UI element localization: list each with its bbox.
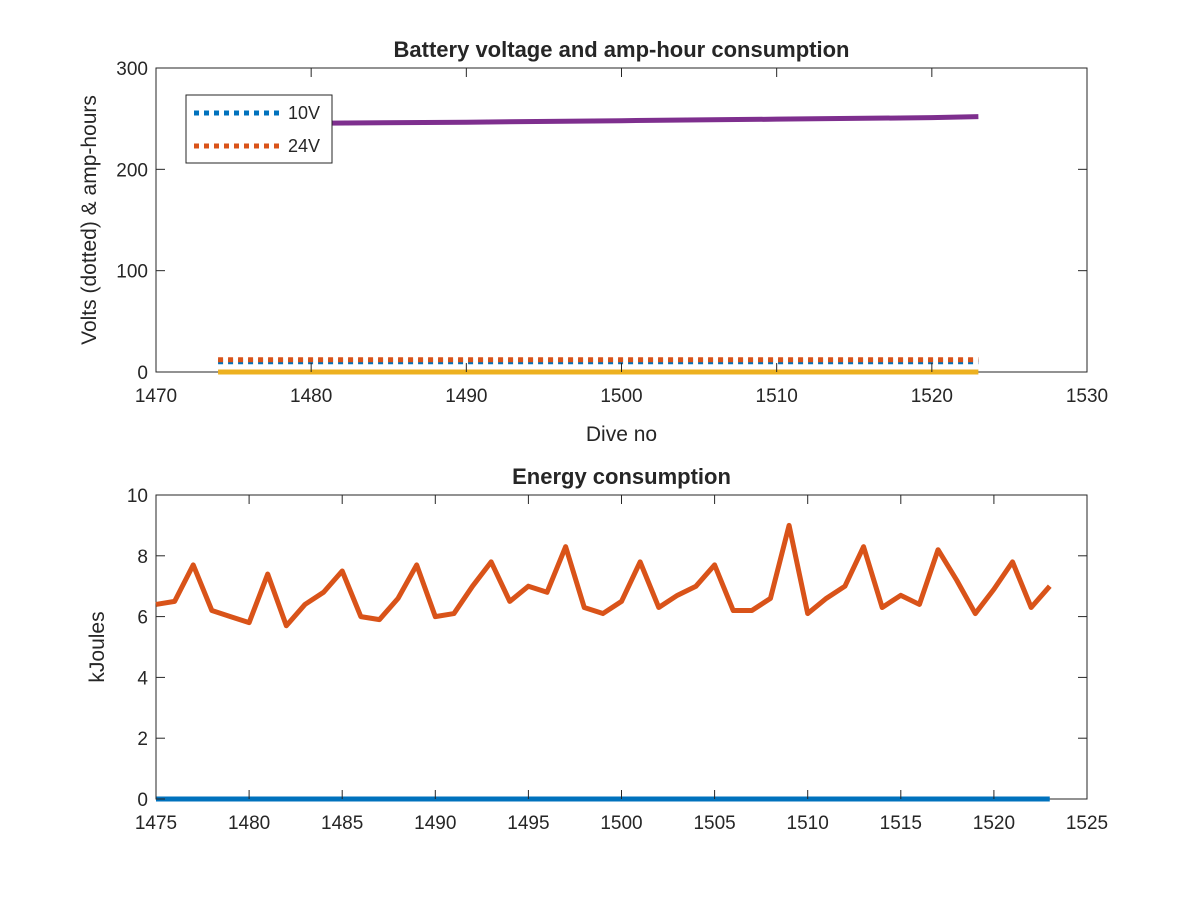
y-tick-label: 0 [137,363,148,384]
y-tick-label: 4 [137,668,148,689]
x-tick-label: 1505 [693,813,735,834]
x-tick-label: 1480 [228,813,270,834]
y-tick-label: 6 [137,608,148,629]
y-tick-label: 100 [116,262,148,283]
y-tick-label: 8 [137,547,148,568]
x-tick-label: 1520 [973,813,1015,834]
legend-box [185,94,333,164]
battery-chart: 1470 1480 1490 1500 1510 1520 1530 0 100 200 300 Ba… [78,37,1108,446]
x-axis-label: Dive no [586,423,657,446]
chart-title: Battery voltage and amp-hour consumption [394,37,850,62]
x-tick-label: 1475 [135,813,177,834]
y-tick-label: 10 [127,486,148,507]
y-axis-label: kJoules [86,611,109,682]
x-tick-label: 1510 [756,386,798,407]
series-line-1 [155,522,1052,629]
y-tick-label: 300 [116,59,148,80]
y-axis-label: Volts (dotted) & amp-hours [78,95,101,345]
x-tick-label: 1525 [1066,813,1108,834]
x-tick-label: 1495 [507,813,549,834]
energy-chart: 1475 1480 1485 1490 1495 1500 1505 1510 1515 1520… [86,464,1108,834]
y-tick-label: 200 [116,160,148,181]
x-tick-label: 1515 [880,813,922,834]
x-tick-label: 1500 [600,813,642,834]
x-tick-label: 1510 [787,813,829,834]
x-tick-label: 1490 [445,386,487,407]
y-tick-label: 2 [137,729,148,750]
x-tick-label: 1520 [911,386,953,407]
legend-label-0: 10V [288,103,320,123]
x-tick-label: 1500 [600,386,642,407]
chart-title: Energy consumption [512,464,731,489]
x-tick-label: 1530 [1066,386,1108,407]
legend: 10V 24V [185,94,333,164]
x-tick-label: 1470 [135,386,177,407]
legend-label-1: 24V [288,136,320,156]
x-tick-label: 1490 [414,813,456,834]
y-tick-label: 0 [137,790,148,811]
x-tick-label: 1485 [321,813,363,834]
plot-area [155,494,1088,800]
x-tick-label: 1480 [290,386,332,407]
